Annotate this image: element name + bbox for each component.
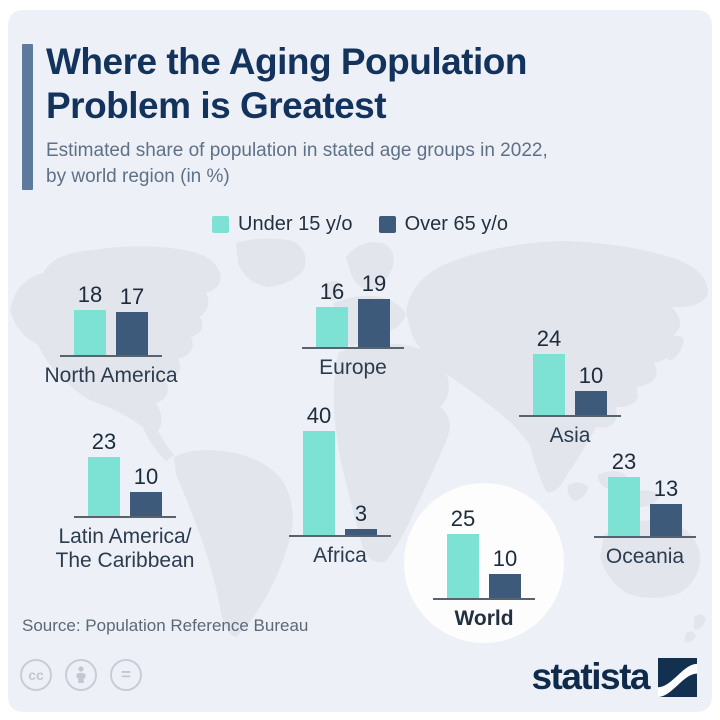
legend-label-under15: Under 15 y/o	[238, 213, 353, 235]
baseline	[594, 536, 696, 538]
statista-logo: statista	[531, 657, 697, 697]
legend-swatch-under15	[212, 216, 230, 233]
value-label-under15: 40	[306, 403, 332, 429]
title-line-2: Problem is Greatest	[46, 85, 387, 126]
bar-under15	[533, 353, 565, 417]
bar-group-asia: 24 10 Asia	[519, 327, 621, 467]
baseline	[74, 516, 176, 518]
region-label: North America	[44, 364, 178, 387]
bar-over65	[116, 312, 148, 357]
bar-under15	[608, 477, 640, 538]
title-accent-bar	[22, 44, 33, 190]
bar-over65	[358, 298, 390, 349]
value-label-over65: 3	[354, 501, 368, 527]
value-label-under15: 23	[611, 449, 637, 475]
legend-item-under15: Under 15 y/o	[212, 213, 353, 236]
baseline	[60, 355, 162, 357]
bar-under15	[447, 534, 479, 600]
bar-group-oceania: 23 13 Oceania	[594, 451, 696, 588]
value-label-over65: 10	[133, 463, 159, 489]
bar-under15	[88, 457, 120, 518]
bar-group-europe: 16 19 Europe	[302, 272, 404, 399]
cc-license-icons: cc =	[20, 659, 142, 691]
bar-over65	[489, 573, 521, 600]
bar-over65	[345, 529, 377, 537]
value-label-under15: 25	[450, 506, 476, 531]
region-label: Latin America/ The Caribbean	[55, 525, 195, 572]
world-highlight-circle	[404, 483, 564, 643]
value-label-under15: 16	[319, 278, 345, 304]
legend-swatch-over65	[378, 216, 396, 233]
baseline	[519, 415, 621, 417]
bar-group-africa: 40 3 Africa	[289, 405, 391, 587]
subtitle-line-1: Estimated share of population in stated …	[46, 140, 548, 161]
legend-label-over65: Over 65 y/o	[404, 213, 508, 235]
baseline	[433, 598, 535, 600]
value-label-over65: 10	[492, 545, 518, 571]
bar-under15	[74, 309, 106, 357]
baseline	[289, 535, 391, 537]
region-label: Africa	[313, 544, 367, 567]
bar-under15	[316, 306, 348, 349]
value-label-under15: 23	[91, 429, 117, 455]
title-line-1: Where the Aging Population	[46, 41, 528, 82]
value-label-over65: 13	[653, 475, 679, 501]
source-text: Source: Population Reference Bureau	[22, 616, 309, 635]
statista-wordmark: statista	[531, 656, 650, 697]
infographic-card: Where the Aging Population Problem is Gr…	[8, 10, 712, 712]
statista-logo-icon	[658, 657, 697, 697]
equals-icon: =	[110, 659, 142, 691]
subtitle-line-2: by world region (in %)	[46, 166, 230, 187]
region-label: Asia	[549, 424, 591, 447]
region-label: Europe	[319, 356, 387, 379]
page-title: Where the Aging Population Problem is Gr…	[46, 40, 528, 128]
chart-subtitle: Estimated share of population in stated …	[46, 138, 548, 190]
bar-group-north-america: 18 17 North America	[44, 283, 177, 407]
cc-icon: cc	[20, 659, 52, 691]
legend-item-over65: Over 65 y/o	[378, 213, 508, 236]
region-label: World	[454, 607, 514, 630]
legend: Under 15 y/o Over 65 y/o	[8, 213, 712, 236]
value-label-over65: 17	[119, 284, 145, 310]
bar-under15	[303, 431, 335, 537]
baseline	[302, 347, 404, 349]
region-label: Oceania	[605, 545, 685, 568]
value-label-over65: 10	[578, 362, 604, 388]
bar-group-latin-america: 23 10 Latin America/ The Caribbean	[56, 431, 195, 572]
bar-group-world: 25 10 World	[433, 508, 535, 650]
bar-over65	[575, 390, 607, 417]
bar-over65	[650, 503, 682, 538]
value-label-under15: 24	[536, 325, 562, 351]
attribution-person-icon	[65, 659, 97, 691]
value-label-over65: 19	[361, 270, 387, 296]
bar-over65	[130, 491, 162, 518]
value-label-under15: 18	[77, 281, 103, 307]
